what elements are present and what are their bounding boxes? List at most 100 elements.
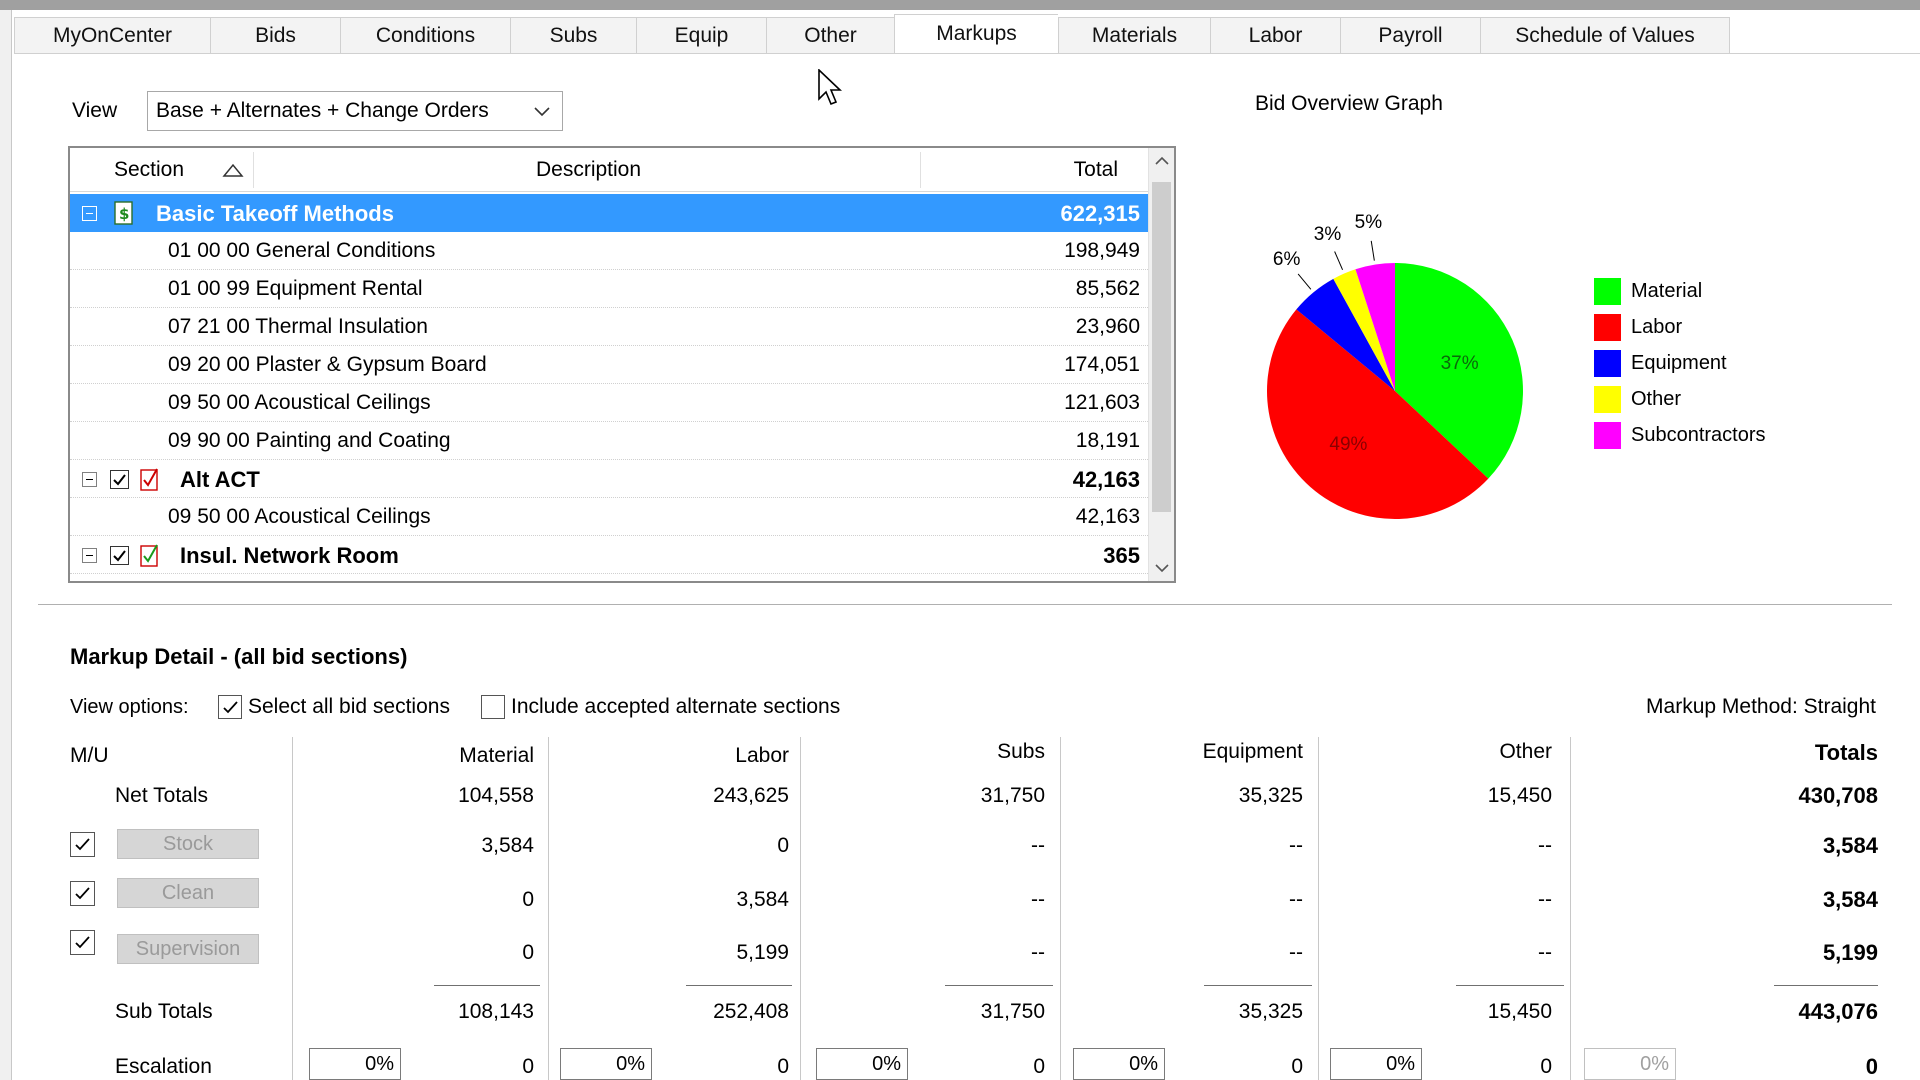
pie-label-material: 37% bbox=[1441, 353, 1479, 374]
sum-line bbox=[1456, 985, 1564, 986]
stock-checkbox[interactable] bbox=[70, 832, 95, 857]
table-row[interactable]: 07 21 00 Thermal Insulation 23,960 bbox=[70, 308, 1148, 346]
supervision-checkbox[interactable] bbox=[70, 930, 95, 955]
pie-slice-other bbox=[1333, 269, 1395, 391]
column-header-section[interactable]: Section bbox=[114, 148, 244, 192]
chevron-down-icon bbox=[534, 107, 550, 117]
column-header-total[interactable]: Total bbox=[1073, 158, 1118, 181]
alternate-checkbox[interactable] bbox=[110, 470, 129, 489]
pie-leader-line bbox=[1370, 240, 1375, 261]
legend-label: Material bbox=[1631, 279, 1703, 302]
escalation-material-pct[interactable]: 0% bbox=[309, 1048, 401, 1080]
stock-subs: -- bbox=[1031, 834, 1045, 857]
sum-line bbox=[1204, 985, 1312, 986]
sub-total-other: 15,450 bbox=[1487, 1000, 1552, 1023]
bid-sections-grid[interactable]: Section Description Total $ Basic Takeof… bbox=[68, 146, 1176, 583]
dollar-document-icon: $ bbox=[114, 201, 133, 225]
escalation-labor-pct[interactable]: 0% bbox=[560, 1048, 652, 1080]
legend-label: Subcontractors bbox=[1631, 423, 1766, 446]
collapse-icon[interactable] bbox=[82, 206, 97, 221]
table-row[interactable]: 09 20 00 Plaster & Gypsum Board 174,051 bbox=[70, 346, 1148, 384]
net-totals-label: Net Totals bbox=[115, 784, 208, 807]
column-header-totals: Totals bbox=[1814, 740, 1878, 765]
red-check-document-icon bbox=[140, 468, 158, 491]
bid-overview-pie-chart: 37% 49% 6% 3% 5% bbox=[1266, 212, 1523, 520]
table-row[interactable]: 09 90 00 Painting and Coating 18,191 bbox=[70, 422, 1148, 460]
escalation-other: 0 bbox=[1540, 1055, 1552, 1078]
tab-materials[interactable]: Materials bbox=[1058, 17, 1210, 54]
tab-labor[interactable]: Labor bbox=[1210, 17, 1340, 54]
markup-method: Markup Method: Straight bbox=[1646, 695, 1876, 718]
sum-line bbox=[686, 985, 792, 986]
column-header-labor: Labor bbox=[735, 744, 789, 767]
view-dropdown[interactable]: Base + Alternates + Change Orders bbox=[147, 91, 563, 131]
stock-equipment: -- bbox=[1289, 834, 1303, 857]
column-header-description[interactable]: Description bbox=[536, 158, 642, 181]
select-all-label: Select all bid sections bbox=[248, 695, 450, 718]
table-row[interactable]: 09 50 00 Acoustical Ceilings 121,603 bbox=[70, 384, 1148, 422]
tab-payroll[interactable]: Payroll bbox=[1340, 17, 1480, 54]
mouse-cursor-icon bbox=[818, 69, 842, 106]
scroll-down-button[interactable] bbox=[1149, 555, 1174, 581]
escalation-equipment: 0 bbox=[1291, 1055, 1303, 1078]
include-alternates-checkbox[interactable]: Include accepted alternate sections bbox=[481, 695, 840, 719]
tab-conditions[interactable]: Conditions bbox=[340, 17, 510, 54]
column-separator bbox=[1570, 737, 1571, 1080]
tab-divider bbox=[14, 53, 1920, 54]
scrollbar-thumb[interactable] bbox=[1152, 182, 1171, 512]
escalation-totals-pct: 0% bbox=[1584, 1048, 1676, 1080]
legend-label: Equipment bbox=[1631, 351, 1727, 374]
table-row[interactable]: 01 00 99 Equipment Rental 85,562 bbox=[70, 270, 1148, 308]
vertical-scrollbar[interactable] bbox=[1148, 148, 1174, 581]
net-total-totals: 430,708 bbox=[1798, 783, 1878, 808]
table-row[interactable]: Alt ACT 42,163 bbox=[70, 460, 1148, 498]
net-total-equipment: 35,325 bbox=[1238, 784, 1303, 807]
tab-bids[interactable]: Bids bbox=[210, 17, 340, 54]
escalation-subs: 0 bbox=[1033, 1055, 1045, 1078]
escalation-equipment-pct[interactable]: 0% bbox=[1073, 1048, 1165, 1080]
clean-button[interactable]: Clean bbox=[117, 878, 259, 908]
tab-schedule-of-values[interactable]: Schedule of Values bbox=[1480, 17, 1730, 54]
net-total-material: 104,558 bbox=[458, 784, 534, 807]
column-separator bbox=[1318, 737, 1319, 1080]
stock-button[interactable]: Stock bbox=[117, 829, 259, 859]
pie-slice-material bbox=[1395, 263, 1523, 479]
collapse-icon[interactable] bbox=[82, 472, 97, 487]
legend-label: Labor bbox=[1631, 315, 1683, 338]
legend-item-equipment: Equipment bbox=[1594, 345, 1766, 381]
clean-labor: 3,584 bbox=[736, 888, 789, 911]
supervision-subs: -- bbox=[1031, 941, 1045, 964]
table-row[interactable]: Insul. Network Room 365 bbox=[70, 536, 1148, 574]
collapse-icon[interactable] bbox=[82, 548, 97, 563]
legend-item-other: Other bbox=[1594, 381, 1766, 417]
select-all-bid-sections-checkbox[interactable]: Select all bid sections bbox=[218, 695, 450, 719]
column-separator bbox=[292, 737, 293, 1080]
column-separator bbox=[548, 737, 549, 1080]
supervision-button[interactable]: Supervision bbox=[117, 934, 259, 964]
header-separator bbox=[920, 152, 921, 188]
tab-markups[interactable]: Markups bbox=[894, 14, 1058, 54]
escalation-other-pct[interactable]: 0% bbox=[1330, 1048, 1422, 1080]
column-header-other: Other bbox=[1499, 740, 1552, 763]
alternate-checkbox[interactable] bbox=[110, 546, 129, 565]
stock-labor: 0 bbox=[777, 834, 789, 857]
green-check-document-icon bbox=[140, 544, 158, 567]
svg-text:$: $ bbox=[119, 205, 129, 223]
tab-other[interactable]: Other bbox=[766, 17, 894, 54]
chart-title: Bid Overview Graph bbox=[1255, 92, 1443, 115]
tab-subs[interactable]: Subs bbox=[510, 17, 636, 54]
clean-material: 0 bbox=[522, 888, 534, 911]
table-row[interactable]: $ Basic Takeoff Methods 622,315 bbox=[70, 194, 1148, 232]
tab-equip[interactable]: Equip bbox=[636, 17, 766, 54]
clean-checkbox[interactable] bbox=[70, 881, 95, 906]
table-row[interactable]: 01 00 00 General Conditions 198,949 bbox=[70, 232, 1148, 270]
chevron-down-icon bbox=[1155, 564, 1169, 573]
window-top-border bbox=[0, 0, 1920, 10]
scroll-up-button[interactable] bbox=[1149, 148, 1174, 174]
net-total-subs: 31,750 bbox=[980, 784, 1045, 807]
net-total-other: 15,450 bbox=[1487, 784, 1552, 807]
pie-leader-line bbox=[1297, 273, 1312, 290]
escalation-subs-pct[interactable]: 0% bbox=[816, 1048, 908, 1080]
tab-myoncenter[interactable]: MyOnCenter bbox=[14, 17, 210, 54]
table-row[interactable]: 09 50 00 Acoustical Ceilings 42,163 bbox=[70, 498, 1148, 536]
